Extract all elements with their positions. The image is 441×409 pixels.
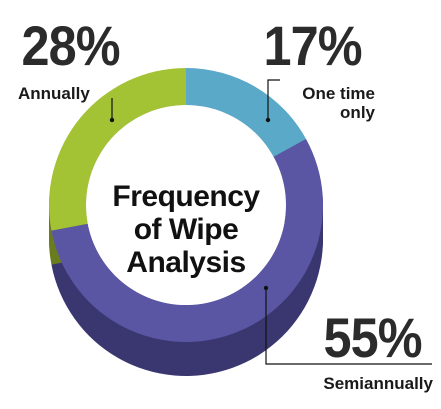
semiannually-leader-line [265,288,432,365]
annually-value-label: 28% [21,14,120,77]
chart-title-line-1: Frequency [112,180,260,213]
annually-leader-line-dot [109,117,115,123]
one-time-only-category-label: One time only [302,84,375,122]
one-time-only-label-line-1: One time [302,84,375,103]
slice-one-time-only [186,68,307,157]
semiannually-leader-line-dot [263,285,269,291]
chart-title: Frequency of Wipe Analysis [86,180,286,279]
chart-title-line-2: of Wipe [133,213,239,246]
slice-semiannually [51,138,324,342]
annually-category-label: Annually [18,84,90,103]
one-time-only-label-line-2: only [340,103,375,122]
donut-hole [86,105,286,305]
slice-annually [48,68,186,231]
one-time-only-value-label: 17% [263,14,362,77]
one-time-only-leader-line-dot [265,117,271,123]
semiannually-category-label: Semiannually [323,374,433,393]
donut-slices [48,68,324,342]
leader-lines [109,79,432,365]
one-time-only-leader-line [267,79,280,120]
chart-title-line-3: Analysis [126,246,246,279]
semiannually-value-label: 55% [323,306,422,369]
